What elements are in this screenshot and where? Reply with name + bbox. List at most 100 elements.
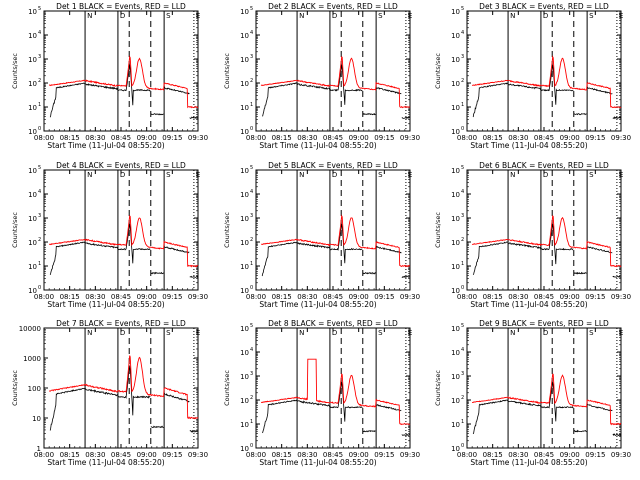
panel-title: Det 6 BLACK = Events, RED = LLD — [479, 161, 609, 170]
y-tick-label: 10 — [240, 397, 249, 405]
marker-label: S — [589, 12, 594, 20]
marker-label: D — [332, 12, 337, 20]
x-tick-label: 09:00 — [560, 451, 580, 459]
y-tick-label: 10 — [451, 80, 460, 88]
y-tick-label: 10 — [451, 32, 460, 40]
marker-label: D — [120, 171, 125, 179]
x-tick-label: 09:30 — [400, 293, 420, 301]
plot-frame — [43, 169, 199, 291]
y-tick-exponent: 4 — [38, 189, 41, 195]
marker-label: S — [378, 171, 383, 179]
x-tick-label: 09:15 — [374, 134, 394, 142]
x-tick-label: 08:45 — [111, 293, 131, 301]
x-tick-label: 09:30 — [611, 293, 631, 301]
y-tick-label: 1 — [37, 445, 41, 453]
marker-label: N — [299, 12, 304, 20]
marker-label: E — [196, 12, 200, 20]
x-axis-label: Start Time (11-Jul-04 08:55:20) — [470, 458, 587, 467]
y-tick-exponent: 3 — [250, 371, 253, 377]
y-tick-exponent: 5 — [250, 323, 253, 329]
y-tick-exponent: 0 — [250, 443, 253, 449]
x-tick-label: 08:00 — [246, 293, 266, 301]
x-tick-label: 08:45 — [323, 134, 343, 142]
y-tick-label: 10 — [28, 128, 37, 136]
plot-frame — [466, 10, 622, 132]
x-tick-label: 09:00 — [349, 451, 369, 459]
y-tick-label: 10 — [451, 191, 460, 199]
y-tick-label: 10 — [240, 80, 249, 88]
x-tick-label: 08:30 — [508, 451, 528, 459]
marker-label: D — [120, 329, 125, 337]
y-tick-exponent: 2 — [250, 78, 253, 84]
x-tick-label: 09:15 — [585, 293, 605, 301]
x-tick-label: 09:00 — [560, 134, 580, 142]
y-tick-exponent: 4 — [461, 189, 464, 195]
x-tick-label: 08:00 — [246, 134, 266, 142]
y-tick-exponent: 0 — [38, 126, 41, 132]
y-tick-exponent: 2 — [461, 237, 464, 243]
marker-label: E — [619, 171, 623, 179]
y-tick-label: 10 — [28, 167, 37, 175]
y-tick-label: 10 — [28, 287, 37, 295]
y-axis-label: Counts/sec — [11, 53, 19, 89]
marker-label: E — [408, 329, 412, 337]
y-tick-exponent: 0 — [250, 285, 253, 291]
lld-series-line — [49, 55, 199, 109]
x-axis-label: Start Time (11-Jul-04 08:55:20) — [259, 141, 376, 150]
y-tick-label: 10 — [240, 104, 249, 112]
y-tick-exponent: 0 — [461, 285, 464, 291]
y-tick-exponent: 5 — [461, 165, 464, 171]
marker-label: S — [166, 12, 171, 20]
marker-label: N — [87, 12, 92, 20]
marker-label: S — [589, 329, 594, 337]
x-tick-label: 09:30 — [400, 134, 420, 142]
panel-title: Det 2 BLACK = Events, RED = LLD — [268, 2, 398, 11]
x-axis-label: Start Time (11-Jul-04 08:55:20) — [47, 458, 164, 467]
marker-label: D — [120, 12, 125, 20]
y-tick-exponent: 2 — [250, 237, 253, 243]
lld-series-line — [471, 373, 621, 426]
x-tick-label: 08:15 — [60, 451, 80, 459]
y-tick-exponent: 1 — [38, 261, 41, 267]
y-axis-label: Counts/sec — [11, 370, 19, 406]
y-axis-label: Counts/sec — [223, 212, 231, 248]
plot-frame — [43, 10, 199, 132]
marker-label: N — [510, 12, 515, 20]
y-tick-label: 10 — [240, 263, 249, 271]
x-axis-label: Start Time (11-Jul-04 08:55:20) — [470, 300, 587, 309]
x-axis-label: Start Time (11-Jul-04 08:55:20) — [259, 300, 376, 309]
x-tick-label: 08:00 — [246, 451, 266, 459]
events-series-line — [261, 223, 411, 278]
panel-7: 1 10 100 1000 10000 08:00 08:15 08:30 08:45 09:00… — [11, 319, 208, 467]
x-tick-label: 08:00 — [34, 134, 54, 142]
events-series-line — [472, 64, 622, 120]
events-series-line — [472, 223, 622, 278]
events-series-line — [262, 382, 411, 436]
events-series-line — [472, 382, 621, 437]
x-tick-label: 09:15 — [162, 134, 182, 142]
marker-label: N — [299, 329, 304, 337]
x-axis-label: Start Time (11-Jul-04 08:55:20) — [47, 141, 164, 150]
y-tick-label: 10 — [451, 128, 460, 136]
y-tick-label: 10 — [451, 373, 460, 381]
x-tick-label: 08:00 — [457, 134, 477, 142]
x-axis-label: Start Time (11-Jul-04 08:55:20) — [259, 458, 376, 467]
y-tick-label: 10 — [28, 191, 37, 199]
marker-label: D — [543, 171, 548, 179]
y-tick-label: 10 — [240, 32, 249, 40]
marker-label: N — [299, 171, 304, 179]
x-axis-label: Start Time (11-Jul-04 08:55:20) — [470, 141, 587, 150]
y-tick-exponent: 5 — [461, 323, 464, 329]
events-series-line — [49, 223, 199, 279]
panel-title: Det 9 BLACK = Events, RED = LLD — [479, 319, 609, 328]
x-tick-label: 08:00 — [457, 451, 477, 459]
y-tick-exponent: 0 — [38, 285, 41, 291]
y-tick-label: 10 — [240, 128, 249, 136]
lld-series-line — [49, 214, 198, 268]
y-tick-exponent: 3 — [461, 371, 464, 377]
marker-label: D — [543, 329, 548, 337]
